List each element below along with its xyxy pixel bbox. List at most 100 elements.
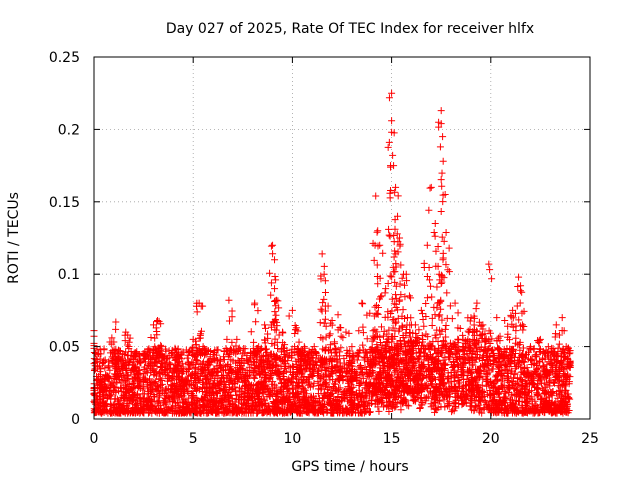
data-point — [193, 371, 201, 379]
data-point — [412, 358, 420, 366]
data-point — [280, 375, 288, 383]
data-point — [355, 381, 363, 389]
data-point — [188, 391, 196, 399]
data-point — [424, 366, 432, 374]
data-point — [391, 247, 399, 255]
data-point — [345, 385, 353, 393]
data-point — [197, 327, 205, 335]
data-point — [511, 350, 519, 358]
data-point — [275, 404, 283, 412]
data-point — [498, 375, 506, 383]
data-point — [215, 397, 223, 405]
data-point — [177, 387, 185, 395]
data-point — [107, 391, 115, 399]
data-point — [419, 336, 427, 344]
data-point — [404, 338, 412, 346]
data-point — [315, 397, 323, 405]
data-point — [441, 353, 449, 361]
data-point — [293, 363, 301, 371]
data-point — [358, 299, 366, 307]
data-point — [332, 386, 340, 394]
data-point — [374, 227, 382, 235]
data-point — [258, 356, 266, 364]
data-point — [157, 364, 165, 372]
data-point — [393, 399, 401, 407]
data-point — [149, 403, 157, 411]
data-point — [228, 380, 236, 388]
data-point — [504, 373, 512, 381]
data-point — [422, 394, 430, 402]
data-point — [317, 361, 325, 369]
data-point — [391, 364, 399, 372]
data-point — [367, 357, 375, 365]
data-point — [310, 392, 318, 400]
data-point — [191, 364, 199, 372]
data-point — [147, 333, 155, 341]
data-point — [451, 342, 459, 350]
data-point — [292, 406, 300, 414]
data-point — [446, 388, 454, 396]
data-point — [326, 341, 334, 349]
data-point — [514, 379, 522, 387]
data-point — [214, 346, 222, 354]
data-point — [131, 374, 139, 382]
data-point — [218, 408, 226, 416]
data-point — [309, 398, 317, 406]
data-point — [440, 396, 448, 404]
data-point — [385, 225, 393, 233]
data-point — [371, 389, 379, 397]
data-point — [145, 396, 153, 404]
data-point — [390, 232, 398, 240]
data-point — [519, 409, 527, 417]
data-point — [171, 399, 179, 407]
data-point — [302, 356, 310, 364]
data-point — [507, 369, 515, 377]
data-point — [339, 334, 347, 342]
data-point — [514, 408, 522, 416]
data-point — [387, 186, 395, 194]
data-point — [163, 408, 171, 416]
data-point — [210, 369, 218, 377]
data-point — [510, 401, 518, 409]
data-point — [163, 369, 171, 377]
data-point — [91, 399, 99, 407]
data-point — [395, 363, 403, 371]
data-point — [420, 356, 428, 364]
data-point — [227, 400, 235, 408]
data-point — [289, 362, 297, 370]
data-point — [279, 329, 287, 337]
data-point — [262, 355, 270, 363]
data-point — [336, 376, 344, 384]
data-point — [303, 350, 311, 358]
data-point — [494, 355, 502, 363]
data-point — [429, 355, 437, 363]
data-point — [394, 192, 402, 200]
data-point — [402, 358, 410, 366]
data-point — [195, 386, 203, 394]
data-point — [127, 385, 135, 393]
data-point — [229, 357, 237, 365]
data-point — [392, 294, 400, 302]
data-point — [374, 242, 382, 250]
data-point — [396, 240, 404, 248]
data-point — [564, 390, 572, 398]
data-point — [93, 357, 101, 365]
data-point — [336, 384, 344, 392]
data-point — [332, 346, 340, 354]
data-point — [434, 358, 442, 366]
data-point — [185, 394, 193, 402]
data-point — [434, 299, 442, 307]
data-point — [505, 383, 513, 391]
data-point — [99, 374, 107, 382]
data-point — [127, 348, 135, 356]
data-point — [466, 380, 474, 388]
data-point — [478, 409, 486, 417]
data-point — [316, 373, 324, 381]
data-point — [130, 370, 138, 378]
data-point — [545, 405, 553, 413]
data-point — [140, 383, 148, 391]
data-point — [514, 397, 522, 405]
data-point — [451, 362, 459, 370]
data-point — [192, 360, 200, 368]
data-point — [294, 379, 302, 387]
